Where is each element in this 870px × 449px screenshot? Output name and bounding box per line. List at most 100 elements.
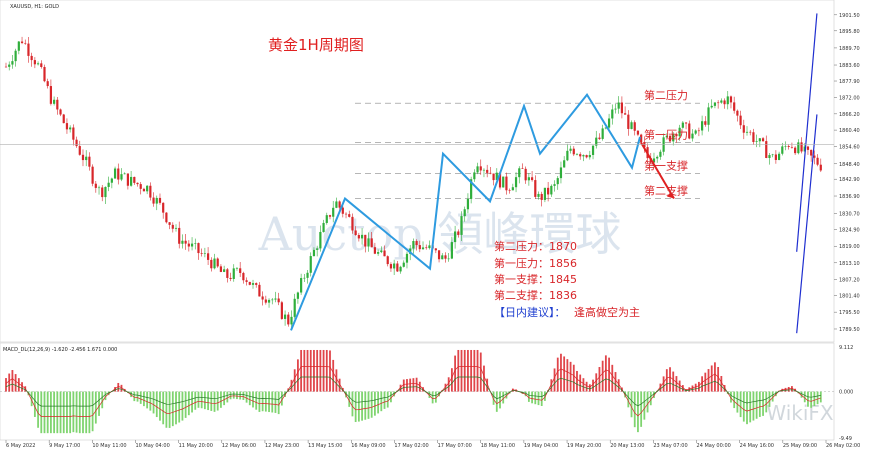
price-panel	[0, 0, 835, 343]
candle-body	[511, 187, 514, 191]
macd-bar	[46, 391, 49, 434]
candle-body	[479, 166, 482, 171]
candle-body	[396, 263, 399, 272]
candle-body	[280, 302, 283, 319]
macd-bar	[675, 376, 678, 392]
candle-body	[335, 201, 338, 208]
candle-body	[681, 122, 684, 128]
candle-body	[794, 147, 797, 154]
candle-body	[181, 240, 184, 244]
macd-bar	[40, 391, 43, 434]
candle-body	[162, 202, 165, 213]
candle-body	[502, 176, 505, 188]
macd-bar	[409, 378, 412, 392]
macd-bar	[704, 372, 707, 392]
candle-body	[251, 283, 255, 285]
candle-body	[742, 125, 745, 133]
macd-bar	[59, 391, 62, 434]
macd-bar	[768, 391, 771, 407]
candle-body	[351, 216, 354, 231]
macd-bar	[463, 349, 466, 392]
candle-body	[386, 256, 389, 265]
candle-body	[579, 154, 582, 157]
price-tick-label: 1866.20	[839, 112, 860, 118]
candle-body	[78, 146, 81, 155]
candle-body	[640, 134, 643, 143]
candle-body	[267, 299, 271, 303]
candle-body	[30, 55, 33, 61]
time-axis: 6 May 2022 9 May 17:00 10 May 11:00 10 May …	[5, 440, 860, 449]
candle-body	[797, 142, 800, 154]
candle-body	[476, 166, 479, 173]
candle-body	[473, 172, 476, 180]
projection-arrow	[640, 141, 675, 200]
candle-body	[591, 145, 595, 155]
macd-bar	[643, 391, 646, 420]
candle-body	[652, 158, 656, 163]
macd-bar	[595, 373, 598, 392]
price-axis: 1901.50 1895.80 1889.70 1883.60 1877.90 1872.…	[834, 13, 860, 333]
sr-summary: 第二压力：1870 第一压力：1856 第一支撑：1845 第二支撑：1836 …	[494, 239, 640, 319]
candle-body	[306, 272, 309, 278]
macd-bar	[114, 387, 116, 392]
candle-body	[120, 174, 123, 180]
macd-bar	[11, 370, 14, 392]
candle-body	[178, 227, 181, 244]
candle-body	[360, 234, 364, 239]
candle-body	[393, 263, 396, 269]
candle-body	[553, 184, 556, 186]
time-tick-label: 24 May 16:00	[740, 443, 774, 449]
macd-bar	[33, 391, 36, 417]
candle-body	[43, 66, 46, 82]
time-tick-label: 19 May 20:00	[567, 443, 601, 449]
candle-body	[380, 250, 383, 253]
macd-bar	[450, 368, 453, 392]
macd-bar	[572, 364, 575, 392]
macd-bar	[736, 391, 739, 413]
candle-body	[203, 253, 206, 254]
macd-bar	[659, 383, 662, 392]
candle-body	[139, 184, 142, 189]
candle-body	[527, 177, 530, 181]
macd-bar	[611, 364, 614, 392]
macd-bar	[492, 391, 495, 405]
candle-body	[630, 122, 633, 129]
candle-body	[62, 114, 65, 124]
candle-body	[36, 63, 40, 65]
macd-bar	[556, 357, 559, 392]
macd-bar	[367, 391, 370, 419]
macd-bar	[550, 379, 553, 392]
macd-bar	[168, 391, 171, 428]
macd-bar	[293, 369, 296, 392]
candle-body	[688, 123, 691, 139]
macd-bar	[248, 391, 251, 406]
candle-body	[274, 298, 277, 300]
macd-bar	[104, 391, 107, 401]
candle-body	[636, 130, 640, 135]
candle-body	[242, 272, 245, 281]
macd-bar	[576, 370, 578, 392]
candle-body	[399, 266, 402, 272]
macd-bar	[791, 386, 793, 392]
candle-body	[405, 253, 409, 263]
macd-bar	[261, 391, 264, 412]
macd-bar	[43, 391, 46, 434]
macd-bar	[637, 391, 639, 433]
candle-body	[27, 43, 30, 56]
price-tick-label: 1889.70	[839, 46, 860, 52]
macd-bar	[527, 391, 530, 402]
macd-bar	[810, 391, 813, 408]
macd-bar	[354, 391, 357, 423]
macd-bar	[531, 391, 533, 404]
macd-bar	[524, 391, 527, 397]
candle-body	[761, 138, 765, 142]
candle-body	[806, 146, 810, 150]
macd-bar	[402, 379, 405, 392]
macd-bar	[755, 391, 758, 419]
candle-body	[341, 207, 344, 214]
candle-body	[739, 115, 742, 126]
candle-body	[152, 197, 155, 204]
candle-body	[149, 185, 152, 198]
macd-bar	[213, 391, 216, 412]
price-tick-label: 1883.60	[839, 63, 860, 69]
